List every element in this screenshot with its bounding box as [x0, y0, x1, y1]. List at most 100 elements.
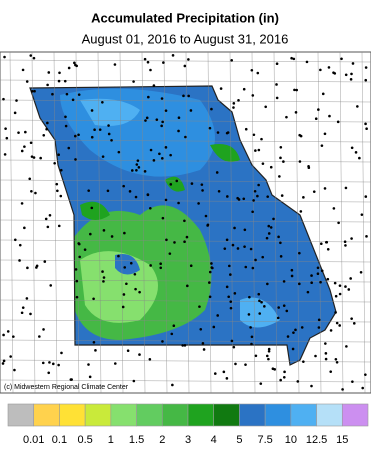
county-line [295, 51, 300, 394]
station [29, 312, 32, 316]
station [183, 64, 187, 68]
station [364, 78, 368, 82]
station [232, 345, 236, 349]
station [306, 290, 310, 294]
station [69, 378, 73, 381]
station [310, 281, 313, 285]
station [122, 293, 126, 296]
station [302, 196, 305, 199]
station [260, 300, 263, 304]
station [23, 145, 26, 148]
station [260, 137, 263, 141]
station [210, 266, 213, 269]
station [158, 152, 161, 156]
station [39, 156, 42, 160]
station [138, 353, 141, 356]
station [319, 242, 323, 246]
station [269, 165, 273, 169]
station [113, 63, 117, 66]
station [232, 106, 235, 109]
station [149, 206, 152, 210]
station [213, 372, 217, 375]
station [73, 61, 76, 65]
station [77, 133, 80, 137]
station [75, 64, 78, 68]
credit: (c) Midwestern Regional Climate Center [4, 384, 129, 391]
station [329, 370, 333, 373]
station [165, 238, 168, 242]
station [190, 182, 194, 185]
station [93, 128, 96, 132]
station [38, 335, 41, 338]
station [333, 281, 337, 285]
station [264, 105, 267, 109]
station [42, 328, 45, 331]
county-line [251, 51, 256, 394]
station [335, 321, 339, 325]
station [291, 347, 295, 351]
station [5, 136, 9, 140]
legend-swatch [136, 403, 163, 427]
station [343, 240, 347, 244]
station [285, 115, 288, 119]
station [299, 210, 303, 213]
map: (c) Midwestern Regional Climate Center [0, 51, 371, 394]
station [2, 333, 5, 337]
station [294, 111, 298, 114]
station [87, 189, 90, 192]
station [244, 363, 247, 366]
station [152, 159, 156, 162]
station [199, 327, 203, 331]
station [18, 259, 21, 262]
station [334, 357, 338, 361]
station [364, 66, 368, 69]
station [352, 322, 356, 325]
station [247, 313, 251, 316]
station [364, 195, 368, 198]
station [219, 87, 223, 90]
legend-label: 5 [236, 434, 242, 446]
station [282, 160, 285, 163]
station [215, 171, 219, 174]
legend-label: 12.5 [306, 434, 327, 446]
station [184, 135, 187, 139]
station [20, 202, 24, 205]
station [149, 68, 152, 72]
subtitle: August 01, 2016 to August 31, 2016 [82, 31, 289, 46]
station [338, 292, 342, 296]
station [128, 190, 132, 193]
station [298, 160, 302, 163]
station [102, 276, 106, 279]
station [49, 284, 53, 287]
county-line [119, 51, 124, 394]
station [302, 360, 305, 363]
station [46, 121, 49, 125]
station [89, 232, 92, 236]
station [324, 352, 328, 355]
station [47, 371, 51, 375]
station [30, 155, 34, 158]
station [117, 150, 121, 154]
station [319, 68, 322, 72]
station [347, 288, 351, 291]
station [126, 349, 130, 352]
station [106, 189, 110, 193]
station [187, 94, 190, 98]
station [244, 127, 248, 131]
station [78, 255, 81, 259]
station [110, 138, 113, 142]
station [226, 195, 229, 198]
county-line [0, 339, 371, 343]
station [161, 157, 164, 160]
station [351, 380, 354, 383]
station [254, 354, 258, 358]
station [351, 62, 355, 65]
station [229, 300, 233, 303]
county-line [0, 319, 371, 323]
zone-blue-pocket [115, 254, 140, 275]
station [134, 287, 137, 291]
station [316, 272, 320, 275]
county-lines [0, 51, 371, 394]
station [21, 68, 25, 72]
legend-label: 3 [185, 434, 191, 446]
